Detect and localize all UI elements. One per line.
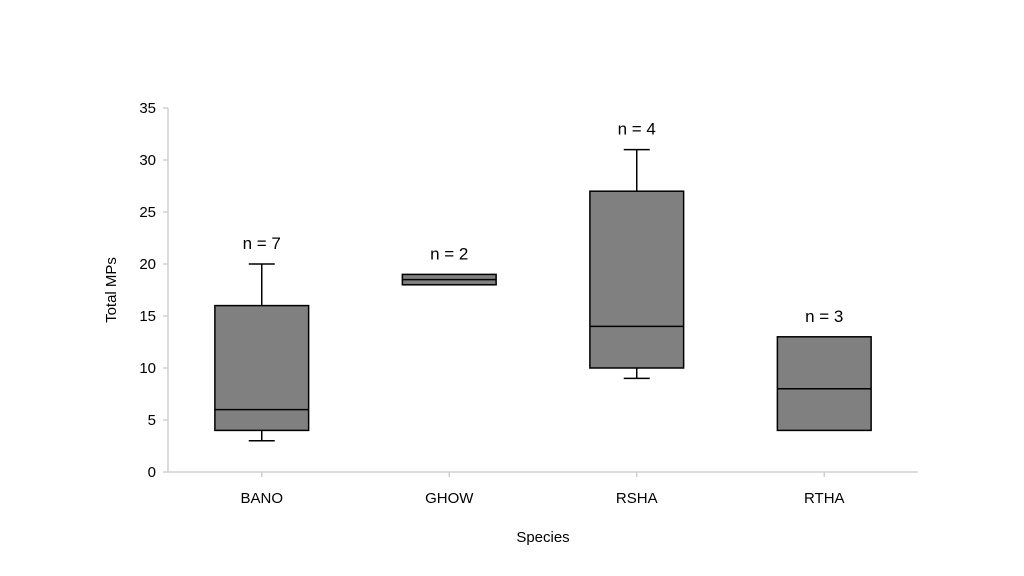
x-axis-label: Species bbox=[516, 529, 569, 546]
y-tick-label: 30 bbox=[139, 152, 156, 169]
axes: 0 5 10 15 20 25 30 35 BANO GHOW RSHA RTHA bbox=[139, 100, 918, 507]
y-tick-label: 20 bbox=[139, 256, 156, 273]
sample-size-label: n = 3 bbox=[805, 307, 843, 326]
y-tick-label: 15 bbox=[139, 308, 156, 325]
y-tick-label: 25 bbox=[139, 204, 156, 221]
y-tick-label: 10 bbox=[139, 360, 156, 377]
box-iqr bbox=[776, 336, 872, 432]
box-iqr bbox=[214, 304, 310, 432]
box-ghow: n = 2 bbox=[401, 244, 497, 286]
box-rsha: n = 4 bbox=[589, 120, 685, 380]
sample-size-label: n = 4 bbox=[618, 120, 656, 139]
y-tick-label: 0 bbox=[148, 464, 156, 481]
y-axis-label: Total MPs bbox=[103, 257, 120, 323]
sample-size-label: n = 7 bbox=[243, 234, 281, 253]
sample-size-label: n = 2 bbox=[430, 244, 468, 263]
x-tick-label: RSHA bbox=[616, 490, 658, 507]
boxes: n = 7 n = 2 n = 4 n = 3 bbox=[214, 120, 872, 442]
box-bano: n = 7 bbox=[214, 234, 310, 442]
y-tick-label: 35 bbox=[139, 100, 156, 117]
x-tick-label: BANO bbox=[240, 490, 283, 507]
box-rtha: n = 3 bbox=[776, 307, 872, 432]
box-iqr bbox=[589, 190, 685, 369]
x-tick-label: GHOW bbox=[425, 490, 474, 507]
x-tick-label: RTHA bbox=[804, 490, 845, 507]
y-tick-label: 5 bbox=[148, 412, 156, 429]
